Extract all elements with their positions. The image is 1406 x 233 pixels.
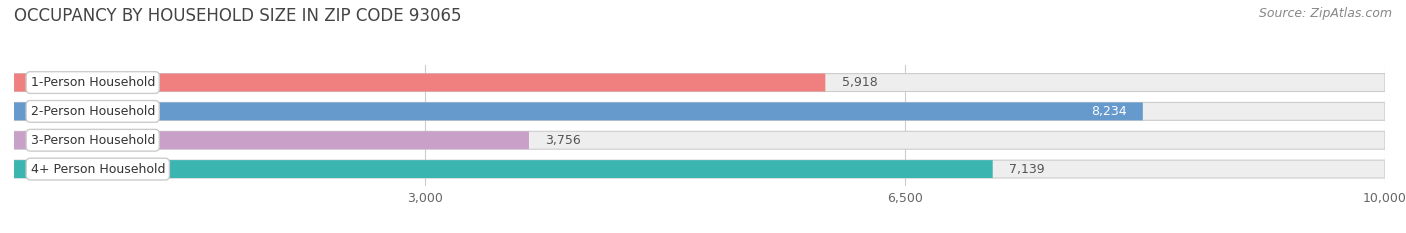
- Text: 1-Person Household: 1-Person Household: [31, 76, 155, 89]
- FancyBboxPatch shape: [14, 160, 1385, 178]
- Text: 3,756: 3,756: [546, 134, 581, 147]
- Text: 3-Person Household: 3-Person Household: [31, 134, 155, 147]
- Text: OCCUPANCY BY HOUSEHOLD SIZE IN ZIP CODE 93065: OCCUPANCY BY HOUSEHOLD SIZE IN ZIP CODE …: [14, 7, 461, 25]
- FancyBboxPatch shape: [14, 103, 1385, 120]
- FancyBboxPatch shape: [14, 103, 1143, 120]
- Text: 2-Person Household: 2-Person Household: [31, 105, 155, 118]
- FancyBboxPatch shape: [14, 131, 529, 149]
- Text: 4+ Person Household: 4+ Person Household: [31, 163, 165, 176]
- FancyBboxPatch shape: [14, 131, 1385, 149]
- Text: 5,918: 5,918: [842, 76, 877, 89]
- FancyBboxPatch shape: [14, 74, 825, 92]
- Text: 8,234: 8,234: [1091, 105, 1126, 118]
- Text: 7,139: 7,139: [1010, 163, 1045, 176]
- FancyBboxPatch shape: [14, 160, 993, 178]
- FancyBboxPatch shape: [14, 74, 1385, 92]
- Text: Source: ZipAtlas.com: Source: ZipAtlas.com: [1258, 7, 1392, 20]
